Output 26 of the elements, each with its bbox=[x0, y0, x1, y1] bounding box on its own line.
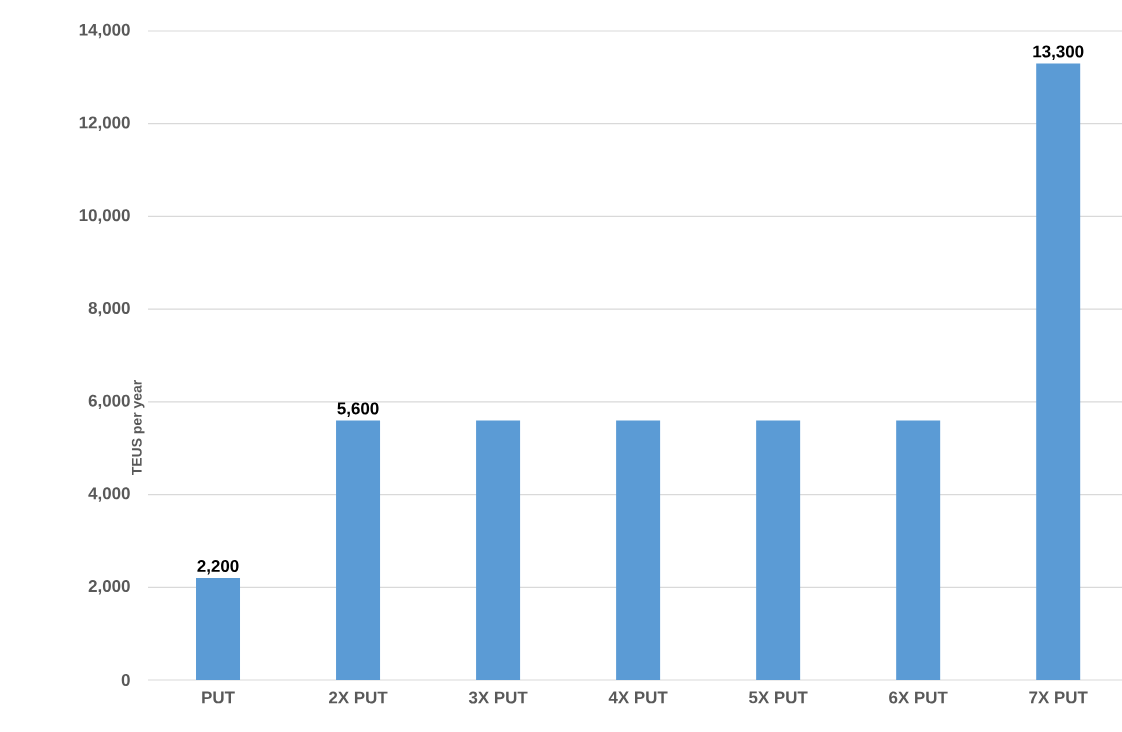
bar bbox=[196, 578, 241, 680]
bar bbox=[1036, 63, 1081, 680]
x-tick-label: 4X PUT bbox=[608, 691, 668, 704]
y-tick-label: 8,000 bbox=[88, 301, 130, 317]
y-tick-label: 10,000 bbox=[79, 209, 130, 224]
x-tick-label: 3X PUT bbox=[468, 691, 528, 704]
x-tick-label: PUT bbox=[202, 691, 235, 704]
data-label: 5,600 bbox=[337, 402, 379, 417]
y-tick-label: 2,000 bbox=[88, 580, 130, 595]
bar bbox=[476, 420, 521, 680]
x-tick-label: 7X PUT bbox=[1029, 691, 1088, 704]
y-axis-title: TEUS per year bbox=[131, 380, 145, 476]
data-label: 13,300 bbox=[1033, 45, 1084, 60]
x-tick-label: 6X PUT bbox=[889, 691, 948, 704]
y-tick-label: 12,000 bbox=[79, 116, 130, 131]
bar bbox=[616, 420, 661, 680]
y-tick-label: 0 bbox=[121, 674, 130, 686]
bar bbox=[336, 420, 381, 680]
bar bbox=[756, 420, 801, 680]
bar bbox=[896, 420, 941, 680]
y-tick-label: 6,000 bbox=[88, 394, 130, 410]
y-tick-label: 4,000 bbox=[88, 487, 130, 502]
y-tick-label: 14,000 bbox=[79, 23, 130, 39]
x-tick-label: 2X PUT bbox=[328, 691, 388, 704]
x-tick-label: 5X PUT bbox=[749, 691, 808, 704]
data-label: 2,200 bbox=[197, 560, 239, 575]
